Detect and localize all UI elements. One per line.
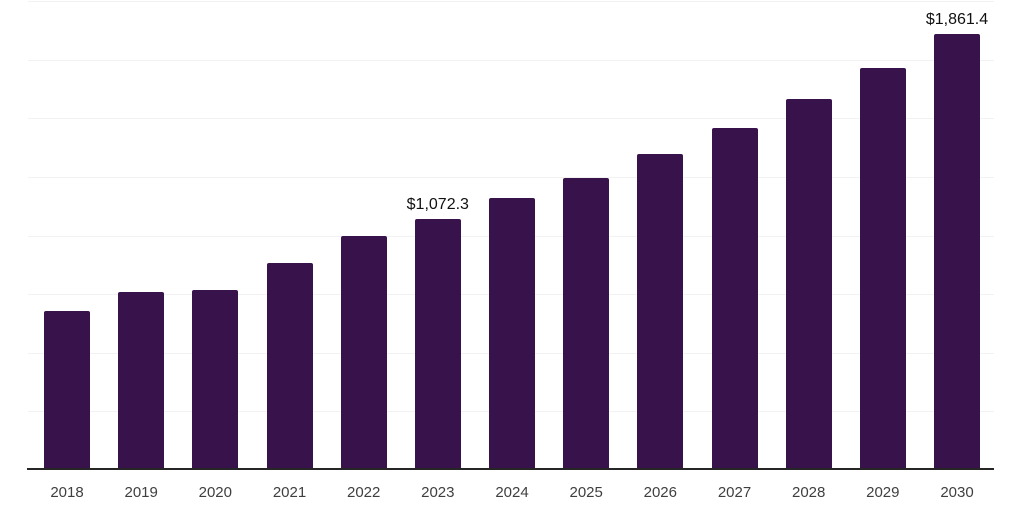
bar-2023[interactable]	[414, 218, 461, 470]
x-tick-label-2027: 2027	[717, 484, 752, 501]
x-tick-label-2021: 2021	[272, 484, 307, 501]
bar-2025[interactable]	[563, 178, 610, 470]
x-tick-label-2025: 2025	[569, 484, 603, 501]
bar-2022[interactable]	[340, 236, 387, 470]
x-tick-label-2023: 2023	[421, 484, 455, 501]
bar-2027[interactable]	[711, 128, 758, 470]
gridline-1250	[28, 176, 994, 178]
x-tick-label-2029: 2029	[866, 484, 900, 501]
data-label-2023: $1,072.3	[406, 195, 469, 213]
x-tick-label-2019: 2019	[124, 484, 158, 501]
x-tick-label-2022: 2022	[347, 484, 381, 501]
bar-2020[interactable]	[192, 289, 239, 470]
bar-2030[interactable]	[934, 33, 980, 470]
x-tick-label-2028: 2028	[792, 484, 826, 501]
x-axis-line	[27, 468, 994, 470]
gridline-1750	[28, 59, 994, 61]
bar-2019[interactable]	[118, 291, 165, 470]
x-tick-label-2018: 2018	[50, 484, 84, 501]
bar-2018[interactable]	[44, 310, 90, 470]
bar-2024[interactable]	[489, 198, 535, 470]
x-tick-label-2030: 2030	[940, 484, 974, 501]
x-tick-label-2024: 2024	[495, 484, 529, 501]
x-tick-label-2026: 2026	[643, 484, 677, 501]
bar-2026[interactable]	[637, 154, 684, 470]
data-label-2030: $1,861.4	[925, 10, 989, 28]
gridline-1500	[28, 118, 994, 120]
x-tick-label-2020: 2020	[198, 484, 232, 501]
bar-2021[interactable]	[266, 263, 313, 470]
gridline-2000	[28, 1, 994, 2]
bar-2029[interactable]	[859, 68, 906, 470]
bar-2028[interactable]	[785, 99, 832, 470]
